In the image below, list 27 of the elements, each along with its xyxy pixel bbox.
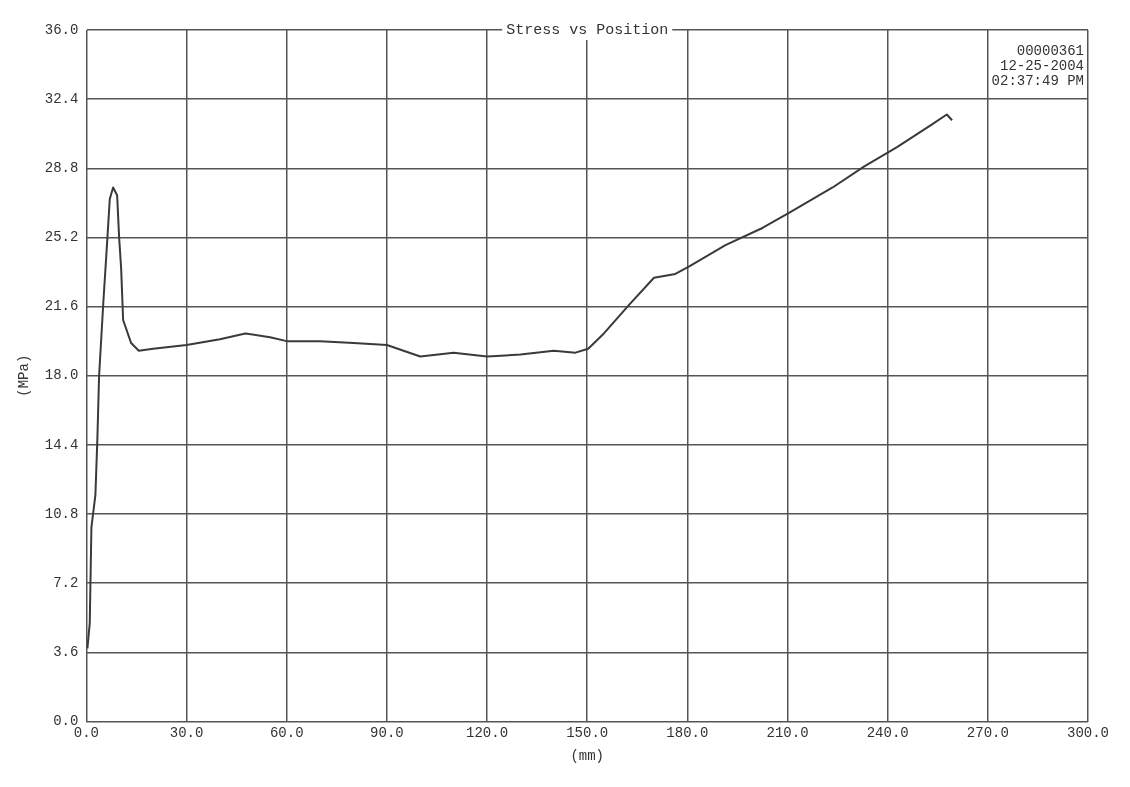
y-tick-label: 25.2 [44, 229, 79, 246]
y-tick-label: 21.6 [44, 298, 79, 315]
x-tick-label: 180.0 [666, 724, 709, 741]
x-tick-label: 240.0 [866, 724, 909, 741]
y-tick-label: 28.8 [44, 159, 79, 176]
y-tick-label: 32.4 [44, 90, 79, 107]
y-tick-label: 18.0 [44, 367, 79, 384]
x-tick-label: 210.0 [766, 724, 809, 741]
y-tick-label: 10.8 [44, 505, 79, 522]
y-tick-label: 7.2 [53, 574, 79, 591]
y-tick-label: 36.0 [44, 21, 79, 38]
chart-title: Stress vs Position [506, 21, 669, 39]
x-tick-label: 150.0 [566, 724, 609, 741]
x-tick-label: 90.0 [370, 724, 404, 741]
x-axis-title: (mm) [570, 748, 605, 765]
x-tick-label: 270.0 [966, 724, 1009, 741]
annotation: 02:37:49 PM [991, 72, 1084, 89]
x-tick-label: 30.0 [169, 724, 204, 741]
y-tick-label: 14.4 [44, 436, 79, 453]
x-tick-label: 60.0 [269, 724, 304, 741]
x-tick-label: 0.0 [73, 724, 100, 741]
y-axis-title: (MPa) [16, 354, 33, 397]
annotation: 00000361 [1016, 42, 1084, 59]
x-tick-label: 120.0 [466, 724, 509, 741]
y-tick-label: 3.6 [53, 643, 79, 660]
x-tick-label: 300.0 [1066, 724, 1110, 741]
annotation: 12-25-2004 [999, 57, 1084, 74]
